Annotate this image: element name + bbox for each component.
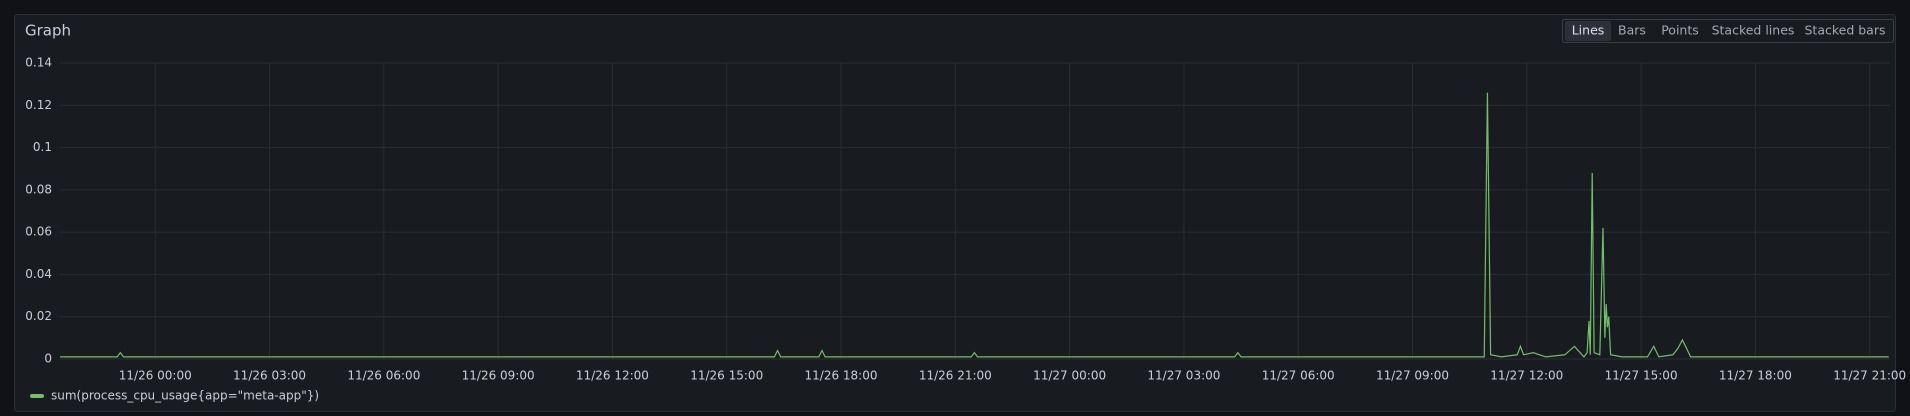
x-tick-label: 11/27 15:00 [1605, 369, 1678, 383]
plot: 0 0.02 0.04 0.06 0.08 0.1 0.12 0.14 11/26 00:00 1… [25, 56, 1906, 403]
y-tick-label: 0.02 [25, 309, 52, 323]
legend-swatch [30, 394, 44, 398]
y-tick-label: 0.12 [25, 98, 52, 112]
mode-button[interactable]: Stacked lines [1712, 23, 1795, 38]
x-tick-label: 11/26 21:00 [919, 369, 992, 383]
x-tick-label: 11/26 00:00 [119, 369, 192, 383]
x-tick-label: 11/26 18:00 [805, 369, 878, 383]
active-mode-bg [1565, 21, 1611, 41]
series-line [60, 92, 1889, 358]
x-tick-label: 11/26 06:00 [347, 369, 420, 383]
x-tick-label: 11/26 09:00 [462, 369, 535, 383]
y-tick-label: 0.06 [25, 225, 52, 239]
x-tick-label: 11/27 06:00 [1262, 369, 1335, 383]
x-tick-label: 11/27 21:00 [1833, 369, 1906, 383]
y-tick-label: 0.1 [33, 140, 52, 154]
x-tick-label: 11/26 12:00 [576, 369, 649, 383]
x-tick-label: 11/26 03:00 [233, 369, 306, 383]
x-tick-label: 11/26 15:00 [690, 369, 763, 383]
x-tick-label: 11/27 18:00 [1719, 369, 1792, 383]
legend-label[interactable]: sum(process_cpu_usage{app="meta-app"}) [51, 389, 319, 403]
y-tick-label: 0 [44, 352, 52, 366]
x-tick-label: 11/27 03:00 [1147, 369, 1220, 383]
mode-button[interactable]: Points [1661, 23, 1699, 38]
y-tick-label: 0.04 [25, 267, 52, 281]
y-tick-label: 0.08 [25, 182, 52, 196]
panel-title: Graph [25, 22, 71, 40]
modes: Lines Bars Points Stacked lines Stacked bars [1572, 23, 1886, 38]
mode-button[interactable]: Bars [1618, 23, 1646, 38]
x-tick-label: 11/27 09:00 [1376, 369, 1449, 383]
mode-button[interactable]: Lines [1572, 23, 1605, 38]
x-tick-label: 11/27 12:00 [1490, 369, 1563, 383]
x-tick-label: 11/27 00:00 [1033, 369, 1106, 383]
mode-button[interactable]: Stacked bars [1804, 23, 1885, 38]
mode-switch [1562, 19, 1894, 43]
y-tick-label: 0.14 [25, 56, 52, 70]
